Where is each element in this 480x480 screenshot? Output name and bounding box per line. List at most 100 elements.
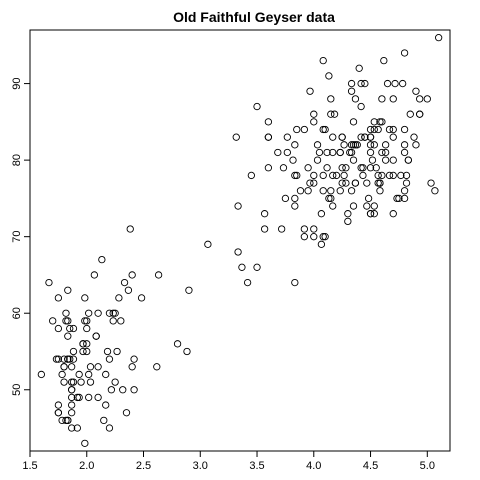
data-point <box>281 194 290 203</box>
data-point <box>319 233 327 241</box>
data-point <box>404 156 412 164</box>
data-point <box>62 416 70 425</box>
data-point <box>416 95 424 103</box>
data-point <box>389 95 397 103</box>
data-point <box>291 202 299 210</box>
data-point <box>54 294 63 302</box>
data-point <box>385 171 394 180</box>
data-point <box>105 424 114 432</box>
data-point <box>427 179 435 187</box>
data-point <box>406 110 414 118</box>
data-point <box>313 141 322 149</box>
data-point <box>183 347 191 356</box>
data-point <box>381 156 390 164</box>
data-point <box>68 409 76 417</box>
data-point <box>279 164 288 172</box>
data-point <box>395 194 403 203</box>
data-point <box>400 148 409 157</box>
data-point <box>323 148 331 157</box>
data-point <box>340 141 348 149</box>
data-point <box>349 156 358 164</box>
data-point <box>363 202 371 210</box>
x-tick-label: 2.0 <box>79 460 94 472</box>
data-point <box>310 118 318 126</box>
y-axis: 50 60 70 80 90 <box>11 77 31 396</box>
data-point <box>327 194 335 203</box>
data-point <box>319 56 327 65</box>
data-point <box>310 171 318 180</box>
data-point <box>364 194 373 203</box>
x-tick-label: 2.5 <box>136 460 151 472</box>
data-point <box>283 133 291 141</box>
data-point <box>111 378 119 386</box>
data-point <box>400 125 409 134</box>
data-point <box>300 225 309 233</box>
data-point <box>351 141 360 149</box>
data-point <box>321 125 329 134</box>
data-point <box>338 133 346 141</box>
data-point <box>410 133 418 141</box>
data-point <box>423 95 431 103</box>
data-point <box>204 240 212 248</box>
data-point <box>68 386 76 394</box>
data-point <box>374 171 382 180</box>
data-point <box>338 179 346 187</box>
data-point <box>293 171 301 180</box>
data-point <box>85 393 93 402</box>
data-point <box>374 125 382 134</box>
data-point <box>338 164 346 172</box>
x-tick-label: 3.5 <box>249 460 264 472</box>
data-point <box>232 133 240 141</box>
data-point <box>315 148 324 157</box>
data-point <box>378 95 386 103</box>
data-point <box>370 125 378 134</box>
data-point <box>400 49 409 57</box>
data-point <box>310 179 318 187</box>
data-point <box>54 409 63 417</box>
data-point <box>79 347 87 356</box>
data-point <box>54 355 63 363</box>
data-point <box>253 263 261 271</box>
data-point <box>400 141 409 149</box>
data-point <box>310 110 318 118</box>
data-point <box>412 87 420 95</box>
data-point <box>130 386 138 394</box>
data-point <box>359 164 367 172</box>
data-point <box>293 125 301 134</box>
data-point <box>327 95 335 103</box>
data-point <box>323 164 331 172</box>
data-point <box>113 347 121 356</box>
data-point <box>81 294 89 302</box>
data-point <box>434 34 443 42</box>
x-axis: 1.5 2.0 2.5 3.0 3.5 4.0 4.5 5.0 <box>22 450 435 472</box>
data-point <box>351 179 360 187</box>
data-point <box>68 393 76 402</box>
x-tick-label: 4.0 <box>306 460 321 472</box>
data-point <box>319 171 327 180</box>
data-point <box>243 278 252 287</box>
data-point <box>399 79 407 88</box>
data-point <box>37 370 46 379</box>
data-point <box>264 118 273 126</box>
data-point <box>264 133 273 141</box>
data-point <box>260 225 269 233</box>
data-point <box>54 401 63 409</box>
data-point <box>86 378 95 386</box>
data-point <box>68 378 76 386</box>
data-point <box>329 202 337 210</box>
data-point <box>340 171 348 180</box>
data-point <box>68 424 76 432</box>
data-point <box>120 278 129 287</box>
data-point <box>363 179 371 187</box>
data-point <box>291 141 299 149</box>
data-point <box>349 118 358 126</box>
data-point <box>347 141 356 149</box>
data-point <box>353 141 361 149</box>
x-tick-label: 3.0 <box>193 460 208 472</box>
data-point <box>64 286 72 294</box>
data-point <box>304 164 312 172</box>
data-point <box>66 355 74 363</box>
data-point <box>372 164 380 172</box>
data-point <box>313 156 322 164</box>
